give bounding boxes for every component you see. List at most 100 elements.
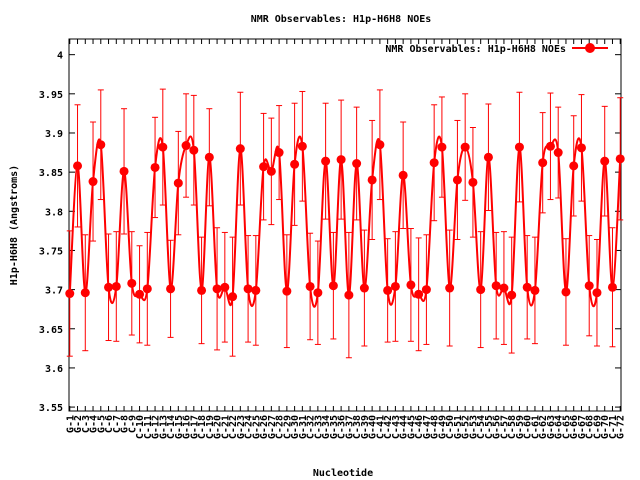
x-tick-label: G-70 [600,415,611,439]
data-point [460,142,470,152]
data-point [119,166,129,176]
data-point [204,152,214,162]
x-tick-label: G-67 [577,415,588,439]
data-point [476,285,486,295]
x-tick-label: G-4 [89,415,100,433]
data-point [561,287,571,297]
data-point [142,284,152,294]
x-tick-label: C-43 [391,415,402,439]
data-point [352,159,362,169]
data-point [127,278,137,288]
x-tick-label: G-44 [399,415,410,439]
data-point [530,285,540,295]
data-point [545,141,555,151]
x-tick-label: G-64 [554,415,565,439]
data-point [80,288,90,298]
data-point [336,155,346,165]
data-point [220,282,230,292]
y-tick-label: 3.8 [45,207,63,218]
x-tick-label: G-13 [158,415,169,439]
x-tick-label: G-59 [515,415,526,439]
y-tick-label: 3.9 [45,129,63,140]
y-tick-label: 3.65 [39,325,63,336]
data-point [390,281,400,291]
x-tick-label: G-2 [73,415,84,433]
x-tick-label: G-15 [174,415,185,439]
data-point [553,148,563,158]
x-tick-label: C-14 [166,415,177,439]
data-point [96,140,106,150]
series-line [68,135,622,308]
x-tick-label: G-39 [360,415,371,439]
data-points [65,140,625,302]
x-tick-label: C-65 [561,415,572,439]
x-tick-label: G-40 [368,415,379,439]
data-point [507,290,517,300]
x-tick-label: G-12 [151,415,162,439]
x-tick-label: G-37 [344,415,355,439]
data-point [414,289,424,299]
x-tick-label: G-62 [538,415,549,439]
data-point [514,142,524,152]
x-tick-label: C-28 [275,415,286,439]
x-tick-label: C-24 [244,415,255,439]
data-point [421,285,431,295]
x-tick-label: C-32 [306,415,317,439]
x-tick-label: G-25 [251,415,262,439]
data-point [313,288,323,298]
x-tick-label: G-63 [546,415,557,439]
data-point [406,280,416,290]
x-tick-label: C-19 [205,415,216,439]
x-tick-label: G-20 [213,415,224,439]
data-point [359,283,369,293]
data-point [321,156,331,166]
x-tick-label: G-5 [96,415,107,433]
x-tick-label: G-17 [189,415,200,439]
data-point [166,284,176,294]
data-point [104,282,114,292]
x-tick-label: G-47 [422,415,433,439]
data-point [290,159,300,169]
x-tick-label: G-56 [492,415,503,439]
data-point [181,141,191,151]
data-point [429,158,439,168]
x-tick-label: C-41 [375,415,386,439]
x-tick-label: C-38 [352,415,363,439]
x-tick-label: G-45 [406,415,417,439]
y-tick-label: 4 [57,51,63,62]
data-point [576,143,586,153]
x-tick-label: C-7 [112,415,123,433]
legend-marker-swatch [585,43,595,53]
x-tick-label: C-9 [127,415,138,433]
x-tick-label: G-27 [267,415,278,439]
x-tick-label: C-68 [585,415,596,439]
x-tick-label: C-11 [143,415,154,439]
x-tick-label: G-53 [468,415,479,439]
y-tick-label: 3.6 [45,364,63,375]
data-point [367,175,377,185]
x-tick-label: C-18 [197,415,208,439]
x-tick-label: C-69 [592,415,603,439]
plot-border [68,38,622,412]
x-tick-label: C-33 [313,415,324,439]
legend: NMR Observables: H1p-H6H8 NOEs [385,43,608,55]
x-tick-label: C-60 [523,415,534,439]
data-point [305,281,315,291]
data-point [600,156,610,166]
y-tick-label: 3.7 [45,286,63,297]
x-tick-label: C-61 [530,415,541,439]
x-tick-label: G-72 [616,415,627,439]
x-tick-label: G-48 [430,415,441,439]
x-axis-label: Nucleotide [313,467,373,479]
series-line-group [68,135,622,308]
data-point [274,148,284,158]
data-point [235,144,245,154]
y-tick-label: 3.95 [39,90,63,101]
x-tick-label: G-49 [437,415,448,439]
y-tick-label: 3.75 [39,246,63,257]
legend-label: NMR Observables: H1p-H6H8 NOEs [385,44,566,55]
x-tick-label: G-66 [569,415,580,439]
data-point [445,283,455,293]
x-tick-label: G-1 [65,415,76,433]
x-tick-label: G-26 [259,415,270,439]
